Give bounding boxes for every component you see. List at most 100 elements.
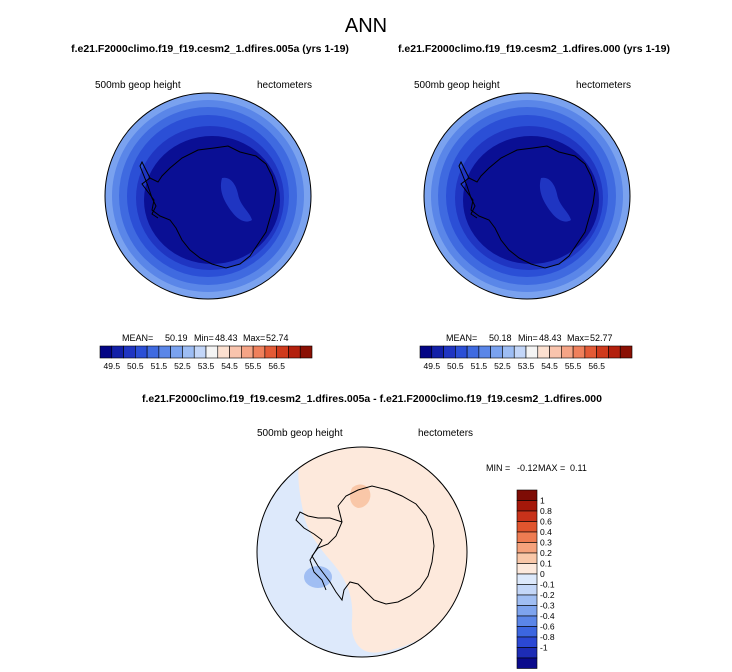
left-colorbar-box [193,345,207,359]
left-colorbar-box [123,345,136,359]
diff-colorbar-tick: 0.6 [540,517,552,527]
left-colorbar-box [170,345,183,359]
diff-colorbar-tick: -1 [540,643,548,653]
right-stats-max: 52.77 [590,333,613,343]
left-stats-min: 48.43 [215,333,238,343]
left-colorbar-box [229,345,242,359]
right-stats-mean-label: MEAN= [446,333,477,343]
left-coastline [141,145,277,269]
right-panel: f.e21.F2000climo.f19_f19.cesm2_1.dfires.… [398,43,670,371]
right-map-border [423,92,631,300]
left-colorbar-box [264,345,277,359]
diff-colorbar-box [516,636,538,648]
right-colorbar-box [513,345,527,359]
diff-peninsula [295,511,343,591]
diff-positive-region [298,447,467,653]
diff-colorbar-tick: 0.8 [540,506,552,516]
left-units-label: hectometers [257,80,312,91]
right-stats-min-label: Min= [518,333,538,343]
diff-colorbar-box [516,552,538,564]
left-colorbar-tick: 55.5 [245,361,262,371]
right-colorbar-tick: 50.5 [447,361,464,371]
right-colorbar-box [419,345,433,359]
diff-colorbar-box [516,657,538,669]
left-colorbar-tick: 54.5 [221,361,238,371]
diff-colorbar-tick: -0.2 [540,590,555,600]
diff-colorbar-box [516,573,538,585]
right-peninsula [458,160,478,219]
left-stats-max: 52.74 [266,333,289,343]
diff-coastline [311,485,435,605]
right-colorbar-box [596,345,609,359]
right-colorbar-tick: 51.5 [471,361,488,371]
right-inner-anomaly [539,177,571,222]
right-colorbar-box [443,345,456,359]
right-stats-max-label: Max= [567,333,589,343]
right-colorbar-box [619,345,633,359]
left-colorbar-box [217,345,230,359]
diff-colorbar-tick: -0.3 [540,601,555,611]
diff-colorbar-box [516,542,538,554]
left-colorbar-box [135,345,148,359]
diff-colorbar-box [516,605,538,617]
diff-colorbar-box [516,615,538,627]
right-stats-mean: 50.18 [489,333,512,343]
right-variable-label: 500mb geop height [414,80,500,91]
left-core [144,136,280,264]
diff-panel-title: f.e21.F2000climo.f19_f19.cesm2_1.dfires.… [142,393,602,405]
left-colorbar-tick: 52.5 [174,361,191,371]
left-inner-anomaly [220,177,252,222]
right-colorbar-box [466,345,480,359]
diff-negative-peak [304,566,332,588]
diff-colorbar-tick: 0.3 [540,538,552,548]
right-colorbar: 49.5 50.5 51.5 52.5 53.5 54.5 55.5 56.5 [419,345,633,371]
right-colorbar-tick: 53.5 [518,361,535,371]
diff-colorbar-box [516,500,538,512]
right-colorbar-tick: 52.5 [494,361,511,371]
right-units-label: hectometers [576,80,631,91]
diff-colorbar-box [516,531,538,543]
left-colorbar-tick: 56.5 [268,361,285,371]
diff-colorbar-box [516,626,538,638]
right-colorbar-box [502,345,515,359]
left-colorbar-box [146,345,160,359]
left-colorbar-box [111,345,124,359]
diff-colorbar-tick: -0.1 [540,580,555,590]
diff-colorbar-tick: 1 [540,496,545,506]
diff-colorbar-box [516,584,538,596]
diff-stats-max: 0.11 [570,463,587,473]
diff-colorbar-box [516,594,538,606]
left-colorbar-box [158,345,171,359]
left-peninsula [139,160,159,219]
left-stats-min-label: Min= [194,333,214,343]
left-colorbar-tick: 51.5 [151,361,168,371]
left-colorbar-tick: 50.5 [127,361,144,371]
left-colorbar-box [276,345,289,359]
diff-map-border [256,446,468,658]
right-colorbar-tick: 49.5 [424,361,441,371]
left-colorbar-box [99,345,113,359]
right-colorbar-tick: 54.5 [541,361,558,371]
right-colorbar-box [572,345,586,359]
left-colorbar-tick: 49.5 [104,361,121,371]
right-colorbar-box [608,345,621,359]
left-stats-mean-label: MEAN= [122,333,153,343]
diff-colorbar-box [516,489,538,501]
diff-panel: f.e21.F2000climo.f19_f19.cesm2_1.dfires.… [142,393,602,669]
left-colorbar-tick: 53.5 [198,361,215,371]
diff-colorbar-box [516,563,538,575]
right-core [463,136,599,264]
diff-variable-label: 500mb geop height [257,428,343,439]
right-colorbar-box [455,345,468,359]
diff-colorbar-tick: 0.4 [540,527,552,537]
right-colorbar-box [525,345,539,359]
right-colorbar-box [584,345,597,359]
right-colorbar-tick: 55.5 [565,361,582,371]
diff-colorbar-tick: 0.1 [540,559,552,569]
left-colorbar-box [182,345,195,359]
page-title: ANN [345,15,387,37]
left-colorbar-box [252,345,266,359]
diff-colorbar-box [516,647,538,659]
diff-colorbar-box [516,521,538,533]
